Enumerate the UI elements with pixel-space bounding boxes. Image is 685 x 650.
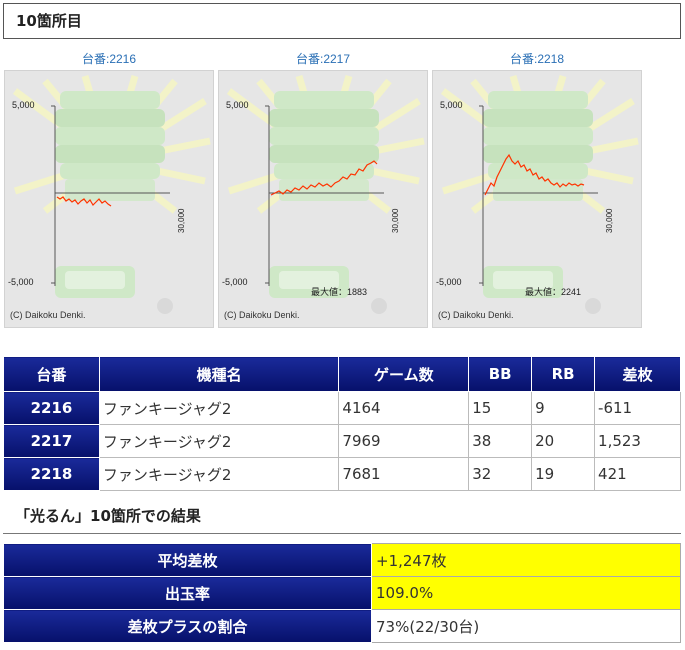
result-row: 出玉率 109.0% xyxy=(3,576,681,610)
rb-count: 9 xyxy=(531,391,596,425)
graph-background-art xyxy=(226,75,425,314)
graph-canvas xyxy=(440,75,639,314)
machine-number: 2218 xyxy=(3,457,100,491)
result-row: 差枚プラスの割合 73%(22/30台) xyxy=(3,609,681,643)
machine-table: 台番 機種名 ゲーム数 BB RB 差枚 2216 ファンキージャグ2 4164… xyxy=(3,356,681,491)
coin-difference: 1,523 xyxy=(594,424,681,458)
slump-graph: 5,000 -5,000 30,000 (C) Daikoku Denki. xyxy=(4,70,214,328)
column-header: ゲーム数 xyxy=(338,356,470,392)
game-count: 4164 xyxy=(338,391,470,425)
average-difference-value: +1,247枚 xyxy=(371,543,681,577)
table-header-row: 台番 機種名 ゲーム数 BB RB 差枚 xyxy=(3,356,681,392)
max-value-label: 最大値：1883 xyxy=(311,287,368,297)
result-label: 出玉率 xyxy=(3,576,372,610)
max-value-label: 最大値：2241 xyxy=(525,287,582,297)
graph-caption[interactable]: 台番:2218 xyxy=(509,52,565,66)
graph-background-art xyxy=(440,75,639,314)
slump-line xyxy=(56,196,112,207)
machine-model: ファンキージャグ2 xyxy=(98,457,340,491)
machine-model: ファンキージャグ2 xyxy=(98,424,340,458)
column-header: RB xyxy=(531,356,596,392)
rb-count: 19 xyxy=(531,457,596,491)
game-count: 7969 xyxy=(338,424,470,458)
graph-caption[interactable]: 台番:2216 xyxy=(81,52,137,66)
result-title: 「光るん」10箇所での結果 xyxy=(3,504,681,534)
graph-block-2216: 台番:2216 5,000 -5,000 30,000 (C) xyxy=(4,50,214,328)
results-table: 平均差枚 +1,247枚 出玉率 109.0% 差枚プラスの割合 73%(22/… xyxy=(3,543,681,643)
y-axis-top-label: 5,000 xyxy=(226,100,249,110)
copyright: (C) Daikoku Denki. xyxy=(224,310,300,320)
rb-count: 20 xyxy=(531,424,596,458)
graph-block-2217: 台番:2217 5,000 -5,000 30,000 最大値： xyxy=(218,50,428,328)
bb-count: 32 xyxy=(468,457,533,491)
copyright: (C) Daikoku Denki. xyxy=(10,310,86,320)
result-label: 平均差枚 xyxy=(3,543,372,577)
result-label: 差枚プラスの割合 xyxy=(3,609,372,643)
column-header: BB xyxy=(468,356,533,392)
column-header: 機種名 xyxy=(98,356,340,392)
table-row: 2217 ファンキージャグ2 7969 38 20 1,523 xyxy=(3,424,681,458)
graph-canvas xyxy=(226,75,425,314)
y-axis-bottom-label: -5,000 xyxy=(436,277,462,287)
y-axis-top-label: 5,000 xyxy=(440,100,463,110)
slump-graph: 5,000 -5,000 30,000 最大値：1883 (C) Daikoku… xyxy=(218,70,428,328)
x-axis-end-label: 30,000 xyxy=(391,208,400,233)
y-axis-top-label: 5,000 xyxy=(12,100,35,110)
payout-rate-value: 109.0% xyxy=(371,576,681,610)
table-row: 2218 ファンキージャグ2 7681 32 19 421 xyxy=(3,457,681,491)
graph-caption[interactable]: 台番:2217 xyxy=(295,52,351,66)
game-count: 7681 xyxy=(338,457,470,491)
result-row: 平均差枚 +1,247枚 xyxy=(3,543,681,577)
column-header: 差枚 xyxy=(594,356,681,392)
machine-number: 2217 xyxy=(3,424,100,458)
slump-line xyxy=(270,160,378,196)
slump-line xyxy=(484,153,585,196)
graph-block-2218: 台番:2218 5,000 -5,000 30,000 最大値： xyxy=(432,50,642,328)
slump-graph: 5,000 -5,000 30,000 最大値：2241 (C) Daikoku… xyxy=(432,70,642,328)
column-header: 台番 xyxy=(3,356,100,392)
graph-canvas xyxy=(12,75,211,314)
machine-model: ファンキージャグ2 xyxy=(98,391,340,425)
graph-background-art xyxy=(12,75,211,314)
bb-count: 15 xyxy=(468,391,533,425)
y-axis-bottom-label: -5,000 xyxy=(222,277,248,287)
bb-count: 38 xyxy=(468,424,533,458)
section-title: 10箇所目 xyxy=(3,3,681,39)
plus-ratio-value: 73%(22/30台) xyxy=(371,609,681,643)
x-axis-end-label: 30,000 xyxy=(177,208,186,233)
table-row: 2216 ファンキージャグ2 4164 15 9 -611 xyxy=(3,391,681,425)
y-axis-bottom-label: -5,000 xyxy=(8,277,34,287)
machine-number: 2216 xyxy=(3,391,100,425)
coin-difference: -611 xyxy=(594,391,681,425)
coin-difference: 421 xyxy=(594,457,681,491)
x-axis-end-label: 30,000 xyxy=(605,208,614,233)
copyright: (C) Daikoku Denki. xyxy=(438,310,514,320)
